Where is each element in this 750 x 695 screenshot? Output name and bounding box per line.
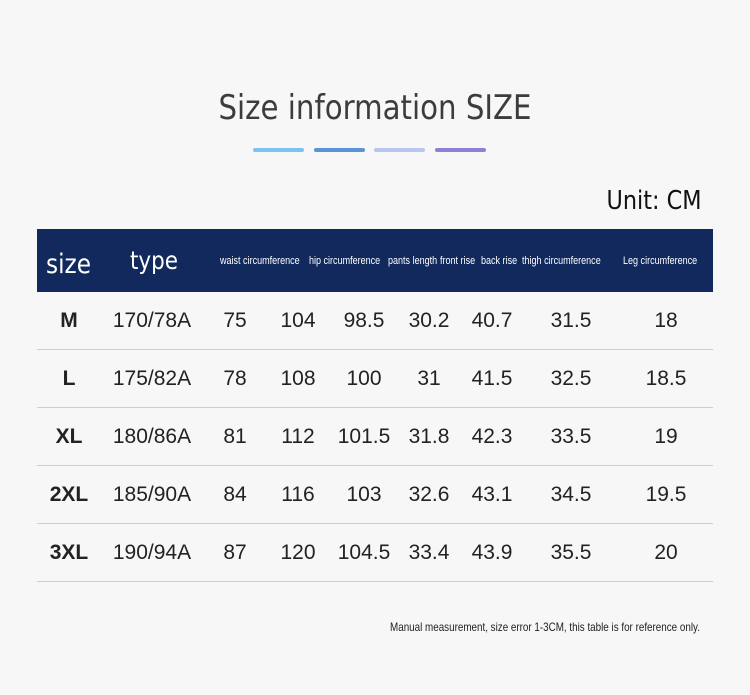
- cell-front-rise: 33.4: [408, 541, 450, 564]
- cell-leg: 19.5: [645, 483, 687, 506]
- size-table: size type waist circumference hip circum…: [37, 229, 713, 582]
- cell-leg: 18: [654, 309, 678, 332]
- cell-size: L: [62, 367, 76, 390]
- cell-front-rise: 31: [417, 367, 441, 390]
- cell-pants-length: 100: [346, 367, 382, 390]
- unit-label: Unit: CM: [606, 186, 702, 216]
- cell-hip: 112: [281, 425, 315, 448]
- cell-back-rise: 43.9: [471, 541, 513, 564]
- cell-type: 180/86A: [112, 425, 192, 448]
- header-type: type: [130, 246, 179, 275]
- cell-thigh: 32.5: [550, 367, 592, 390]
- header-front-rise: front rise: [440, 254, 476, 267]
- cell-back-rise: 41.5: [471, 367, 513, 390]
- cell-type: 190/94A: [112, 541, 192, 564]
- cell-leg: 20: [654, 541, 678, 564]
- cell-hip: 104: [280, 309, 316, 332]
- table-body: M 170/78A 75 104 98.5 30.2 40.7 31.5 18 L 175/82A 7…: [37, 292, 713, 582]
- cell-hip: 116: [281, 483, 315, 506]
- cell-waist: 78: [223, 367, 247, 390]
- cell-waist: 87: [223, 541, 247, 564]
- cell-thigh: 34.5: [550, 483, 592, 506]
- cell-pants-length: 101.5: [337, 425, 391, 448]
- cell-type: 175/82A: [112, 367, 192, 390]
- cell-back-rise: 43.1: [471, 483, 513, 506]
- table-row: M 170/78A 75 104 98.5 30.2 40.7 31.5 18: [37, 292, 713, 350]
- cell-front-rise: 32.6: [408, 483, 450, 506]
- footnote: Manual measurement, size error 1-3CM, th…: [390, 620, 700, 634]
- header-hip: hip circumference: [309, 254, 381, 267]
- accent-bar-4: [435, 148, 486, 152]
- table-row: 2XL 185/90A 84 116 103 32.6 43.1 34.5 19.5: [37, 466, 713, 524]
- cell-thigh: 31.5: [550, 309, 592, 332]
- page-title: Size information SIZE: [218, 88, 532, 128]
- header-pants-length: pants length: [388, 254, 438, 267]
- cell-thigh: 33.5: [550, 425, 592, 448]
- header-size: size: [46, 249, 92, 280]
- cell-size: XL: [55, 425, 83, 448]
- cell-pants-length: 104.5: [337, 541, 391, 564]
- header-waist: waist circumference: [220, 254, 300, 267]
- cell-pants-length: 98.5: [343, 309, 385, 332]
- table-row: XL 180/86A 81 112 101.5 31.8 42.3 33.5 19: [37, 408, 713, 466]
- cell-waist: 75: [223, 309, 247, 332]
- cell-size: 2XL: [49, 483, 89, 506]
- table-row: 3XL 190/94A 87 120 104.5 33.4 43.9 35.5 20: [37, 524, 713, 582]
- accent-bar-1: [253, 148, 304, 152]
- cell-leg: 19: [654, 425, 678, 448]
- cell-back-rise: 40.7: [471, 309, 513, 332]
- table-row: L 175/82A 78 108 100 31 41.5 32.5 18.5: [37, 350, 713, 408]
- cell-hip: 108: [280, 367, 316, 390]
- cell-front-rise: 30.2: [408, 309, 450, 332]
- title-accent-bars: [253, 148, 486, 152]
- cell-hip: 120: [280, 541, 316, 564]
- cell-leg: 18.5: [645, 367, 687, 390]
- cell-size: 3XL: [49, 541, 89, 564]
- cell-type: 185/90A: [112, 483, 192, 506]
- cell-back-rise: 42.3: [471, 425, 513, 448]
- header-thigh: thigh circumference: [522, 254, 601, 267]
- cell-waist: 81: [223, 425, 247, 448]
- cell-type: 170/78A: [112, 309, 192, 332]
- cell-waist: 84: [223, 483, 247, 506]
- accent-bar-2: [314, 148, 365, 152]
- cell-size: M: [60, 309, 78, 332]
- accent-bar-3: [374, 148, 425, 152]
- header-leg: Leg circumference: [623, 254, 698, 267]
- table-header: size type waist circumference hip circum…: [37, 229, 713, 292]
- header-back-rise: back rise: [481, 254, 518, 267]
- cell-thigh: 35.5: [550, 541, 592, 564]
- cell-front-rise: 31.8: [408, 425, 450, 448]
- cell-pants-length: 103: [346, 483, 382, 506]
